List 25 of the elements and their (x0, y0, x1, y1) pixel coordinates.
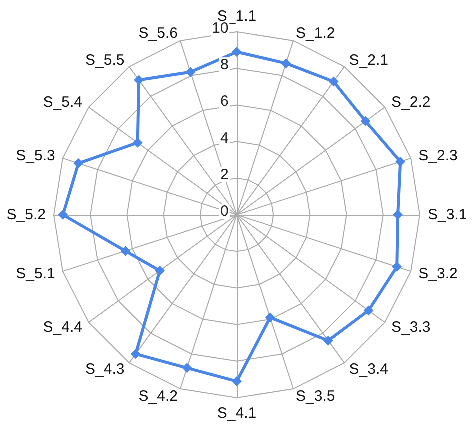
spoke-label: S_3.5 (296, 388, 336, 406)
y-tick-label: 4 (220, 130, 229, 147)
spoke-label: S_2.2 (392, 94, 431, 112)
y-tick-label: 10 (212, 20, 229, 37)
spoke-label: S_4.3 (86, 361, 125, 378)
spoke-label: S_5.4 (43, 94, 82, 112)
spoke-label: S_5.6 (138, 24, 178, 42)
spoke-label: S_3.2 (418, 266, 458, 283)
spoke-label: S_3.1 (428, 206, 468, 224)
y-tick-label: 0 (220, 203, 229, 220)
y-tick-label: 6 (220, 93, 229, 110)
spoke-label: S_5.3 (16, 147, 56, 164)
spoke-label: S_2.3 (418, 147, 458, 164)
spoke-label: S_3.3 (392, 318, 431, 336)
spoke-label: S_5.5 (86, 52, 125, 69)
spoke-label: S_4.2 (138, 388, 178, 406)
y-tick-label: 2 (220, 166, 229, 184)
spoke-label: S_5.1 (16, 266, 56, 283)
spoke-label: S_4.1 (217, 405, 257, 422)
y-tick-label: 8 (220, 56, 229, 74)
spoke-label: S_4.4 (43, 318, 82, 336)
spoke-label: S_2.1 (349, 52, 388, 69)
spoke-label: S_1.2 (296, 24, 336, 42)
spoke-label: S_5.2 (6, 206, 46, 224)
spoke-label: S_3.4 (349, 361, 388, 378)
